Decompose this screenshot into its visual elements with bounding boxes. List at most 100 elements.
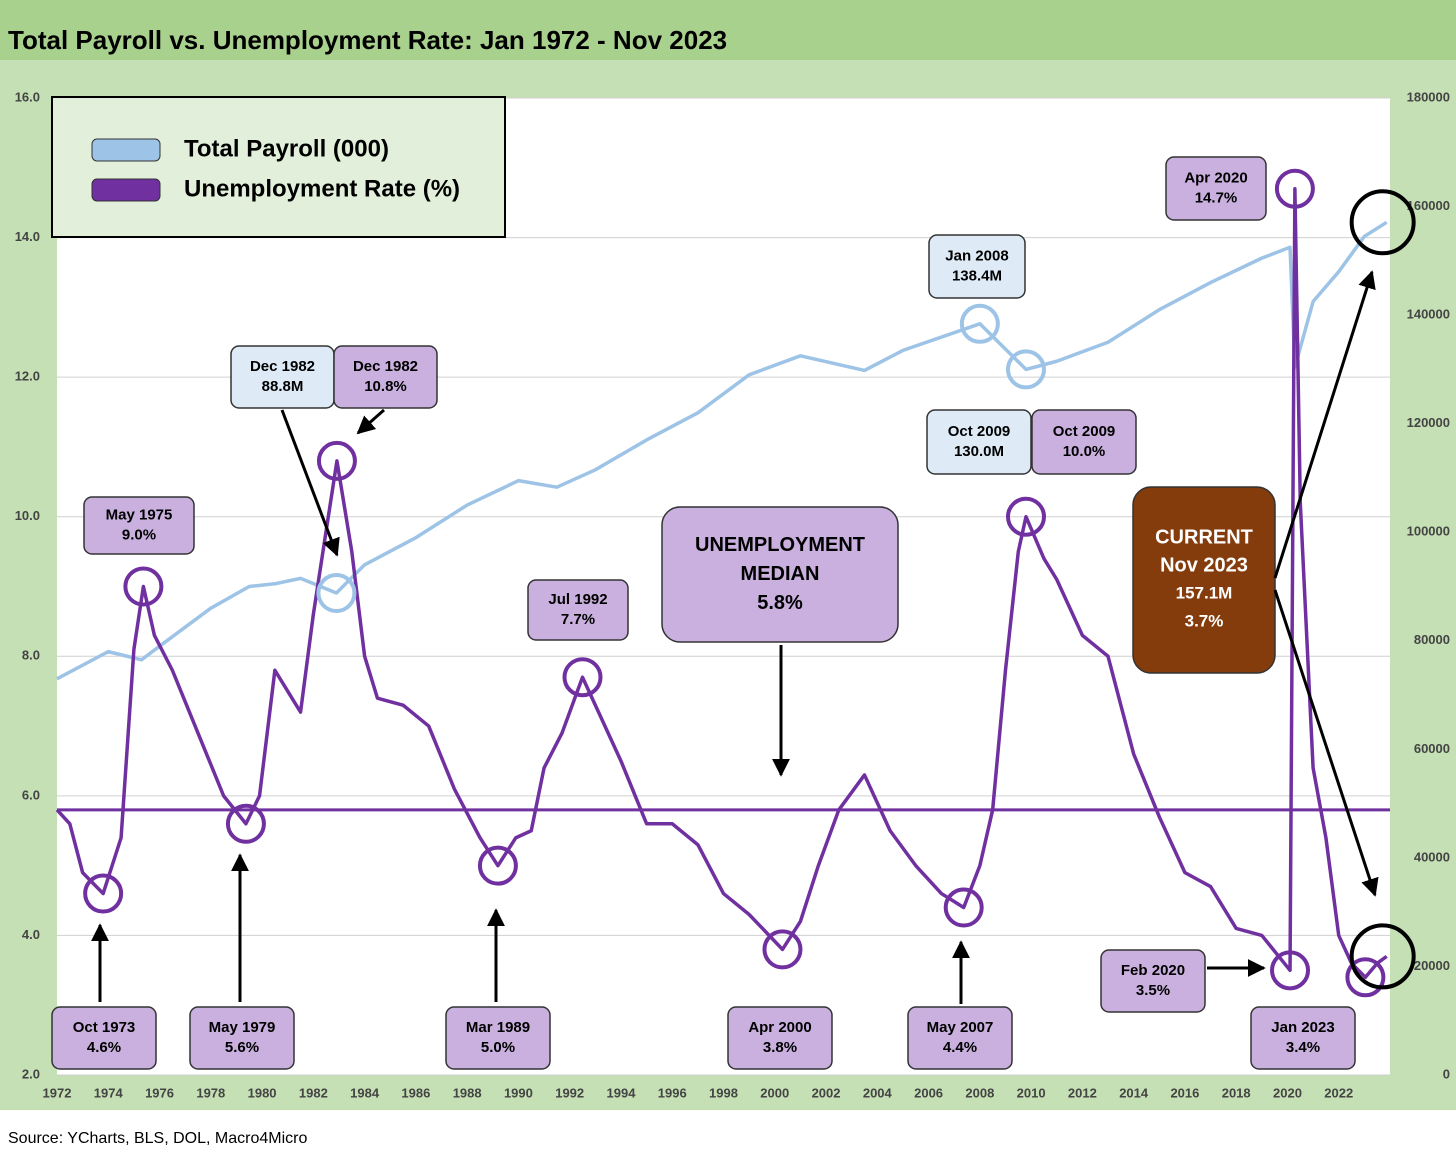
y-tick-label: 14.0 [15,229,40,244]
x-tick-label: 2008 [965,1085,994,1100]
y-tick-label: 4.0 [22,927,40,942]
highlight-circle [1005,496,1046,537]
x-tick-label: 2018 [1222,1085,1251,1100]
arrows [91,270,1379,1004]
x-tick-label: 2012 [1068,1085,1097,1100]
annotation-text: Dec 1982 [250,358,315,375]
title-bar [0,0,1456,60]
annotation-text: Jan 2008 [945,247,1008,264]
highlight-circle [1345,957,1386,998]
x-tick-label: 2022 [1324,1085,1353,1100]
x-tick-label: 1982 [299,1085,328,1100]
annotation-box [727,1006,833,1070]
annotation-text: 157.1M [1176,583,1233,602]
annotation-text: 88.8M [262,378,304,395]
y-tick-label: 12.0 [15,369,40,384]
annotation-text: 5.8% [757,592,803,614]
y-tick-label: 8.0 [22,648,40,663]
x-tick-label: 1976 [145,1085,174,1100]
annotation-box [1031,409,1137,475]
annotation-box [1100,949,1206,1013]
annotation-text: Oct 1973 [73,1019,136,1036]
highlight-circle [1274,168,1315,209]
annotation-text: 14.7% [1195,189,1238,206]
annotation-box [445,1006,551,1070]
annotation-text: 10.8% [364,378,407,395]
annotation-box [1165,156,1267,221]
annotation-box [928,234,1026,299]
y2-tick-label: 140000 [1407,307,1450,322]
highlight-circle [562,657,603,698]
y-tick-label: 16.0 [15,89,40,104]
annotation-text: MEDIAN [741,563,820,585]
annotation-box [51,1006,157,1070]
annotation-text: May 2007 [927,1019,994,1036]
annotation-text: Oct 2009 [1053,423,1116,440]
x-tick-label: 1992 [555,1085,584,1100]
annotation-text: 4.6% [87,1039,121,1056]
highlight-circle [1270,950,1311,991]
highlight-circle [943,887,984,928]
annotation-box [1132,486,1276,674]
annotation-text: Oct 2009 [948,423,1011,440]
y2-tick-label: 60000 [1414,741,1450,756]
annotation-text: 9.0% [122,526,156,543]
annotation-text: May 1975 [106,506,173,523]
annotation-text: 130.0M [954,443,1004,460]
x-tick-label: 2004 [863,1085,893,1100]
annotation-box [189,1006,295,1070]
y2-tick-label: 160000 [1407,198,1450,213]
x-tick-label: 1974 [94,1085,124,1100]
annotation-text: 3.4% [1286,1039,1320,1056]
highlight-circle [316,440,357,481]
annotation-text: Jul 1992 [548,591,607,608]
y2-tick-label: 0 [1443,1066,1450,1081]
annotation-text: 5.6% [225,1039,259,1056]
annotation-text: 5.0% [481,1039,515,1056]
annotation-text: Feb 2020 [1121,962,1185,979]
annotation-text: 138.4M [952,267,1002,284]
legend-box [51,96,506,238]
y2-tick-label: 100000 [1407,524,1450,539]
y2-tick-label: 20000 [1414,958,1450,973]
annotation-box [527,579,629,641]
highlight-circle [1005,349,1046,390]
annotation-box [907,1006,1013,1070]
source: Source: YCharts, BLS, DOL, Macro4Micro [8,1130,307,1147]
current-circle [1349,923,1416,990]
annotation-text: Apr 2020 [1184,169,1247,186]
x-tick-label: 2006 [914,1085,943,1100]
x-tick-label: 2010 [1017,1085,1046,1100]
x-tick-label: 1994 [607,1085,637,1100]
legend-label: Unemployment Rate (%) [184,175,460,202]
y2-tick-label: 180000 [1407,89,1450,104]
annotation-box [661,506,899,643]
annotation-text: 3.7% [1185,611,1224,630]
x-tick-label: 1980 [248,1085,277,1100]
annotation-text: Jan 2023 [1271,1019,1334,1036]
highlight-circle [123,566,164,607]
annotation-text: Dec 1982 [353,358,418,375]
x-tick-label: 2020 [1273,1085,1302,1100]
annotation-text: 10.0% [1063,443,1106,460]
annotation-text: 4.4% [943,1039,977,1056]
x-tick-label: 2014 [1119,1085,1149,1100]
y2-tick-label: 40000 [1414,849,1450,864]
y-tick-label: 10.0 [15,508,40,523]
annotation-text: 7.7% [561,611,595,628]
highlight-circle [477,845,518,886]
annotation-box [1250,1006,1356,1070]
x-tick-label: 1978 [196,1085,225,1100]
y2-tick-label: 80000 [1414,632,1450,647]
annotation-text: UNEMPLOYMENT [695,534,865,556]
legend-swatch [91,178,161,202]
legend-label: Total Payroll (000) [184,135,389,162]
y2-tick-label: 120000 [1407,415,1450,430]
x-tick-label: 2002 [812,1085,841,1100]
annotation-box [333,345,438,409]
x-tick-label: 1972 [43,1085,72,1100]
annotation-text: CURRENT [1155,526,1253,548]
y-tick-label: 6.0 [22,787,40,802]
highlight-circle [762,929,803,970]
